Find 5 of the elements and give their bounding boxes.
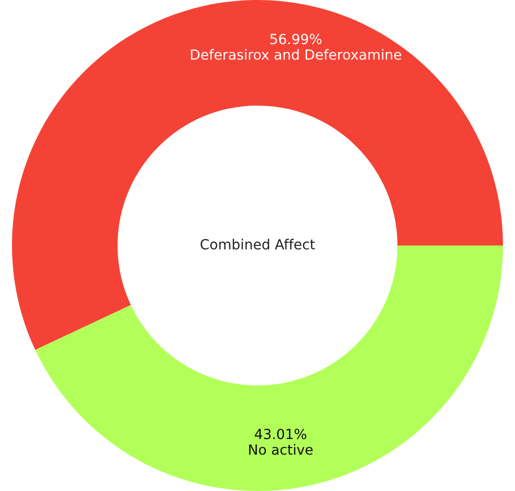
data-label: 56.99%	[270, 34, 322, 44]
slice-label: No active	[249, 444, 313, 455]
text: Combined Affect	[200, 238, 315, 250]
data-label: 43.01%	[254, 428, 306, 440]
slice-label: Deferasirox and Deferoxamine	[191, 49, 402, 60]
